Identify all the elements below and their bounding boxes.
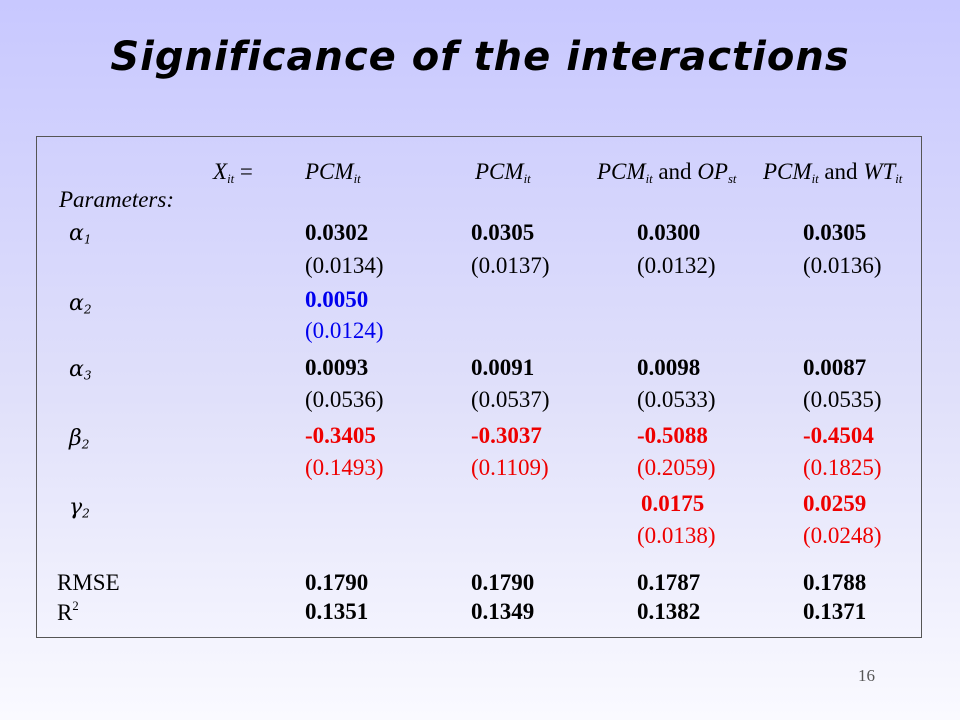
gamma2-col4-se: (0.0248) [803,523,882,548]
gamma2-symbol: γ2 [69,495,90,521]
r-squared-col2-value: 0.1349 [471,599,535,624]
gamma2-col3-se: (0.0138) [637,523,716,548]
rmse-label: RMSE [57,570,120,595]
alpha2-col1-value: 0.0050 [305,287,369,312]
rmse-col2-value: 0.1790 [471,570,535,595]
r-squared-col4-value: 0.1371 [803,599,867,624]
alpha1-symbol: α1 [69,221,92,247]
r-squared-col3-value: 0.1382 [637,599,701,624]
regression-table: Xit = PCMit PCMit PCMit and OPst PCMit a… [36,136,922,638]
alpha1-col4-value: 0.0305 [803,220,867,245]
alpha3-col1-se: (0.0536) [305,387,384,412]
alpha1-col1-value: 0.0302 [305,220,369,245]
alpha3-col3-value: 0.0098 [637,355,701,380]
beta2-col1-se: (0.1493) [305,455,384,480]
beta2-col1-value: -0.3405 [305,423,376,448]
alpha2-col1-se: (0.0124) [305,318,384,343]
beta2-col2-se: (0.1109) [471,455,549,480]
slide-title: Significance of the interactions [110,34,850,80]
column-header-1: PCMit [305,159,361,186]
rmse-col1-value: 0.1790 [305,570,369,595]
alpha3-col4-value: 0.0087 [803,355,867,380]
column-header-4: PCMit and WTit [763,159,903,186]
gamma2-col4-value: 0.0259 [803,491,867,516]
alpha1-col2-se: (0.0137) [471,253,550,278]
alpha1-col2-value: 0.0305 [471,220,535,245]
alpha1-col4-se: (0.0136) [803,253,882,278]
alpha3-col4-se: (0.0535) [803,387,882,412]
alpha1-col1-se: (0.0134) [305,253,384,278]
alpha3-col3-se: (0.0533) [637,387,716,412]
column-header-2: PCMit [475,159,531,186]
r-squared-label: R2 [57,599,79,626]
rmse-col4-value: 0.1788 [803,570,867,595]
rmse-col3-value: 0.1787 [637,570,701,595]
beta2-col2-value: -0.3037 [471,423,542,448]
alpha3-col2-se: (0.0537) [471,387,550,412]
page-number: 16 [858,666,875,685]
x-it-label: Xit = [213,159,253,186]
gamma2-col3-value: 0.0175 [641,491,705,516]
alpha3-col1-value: 0.0093 [305,355,369,380]
beta2-col4-se: (0.1825) [803,455,882,480]
beta2-col4-value: -0.4504 [803,423,874,448]
r-squared-col1-value: 0.1351 [305,599,369,624]
alpha1-col3-value: 0.0300 [637,220,701,245]
beta2-col3-value: -0.5088 [637,423,708,448]
alpha2-symbol: α2 [69,291,92,317]
beta2-symbol: β2 [69,426,90,452]
alpha3-symbol: α3 [69,357,92,383]
alpha3-col2-value: 0.0091 [471,355,535,380]
column-header-3: PCMit and OPst [597,159,737,186]
beta2-col3-se: (0.2059) [637,455,716,480]
alpha1-col3-se: (0.0132) [637,253,716,278]
parameters-label: Parameters: [59,187,174,212]
